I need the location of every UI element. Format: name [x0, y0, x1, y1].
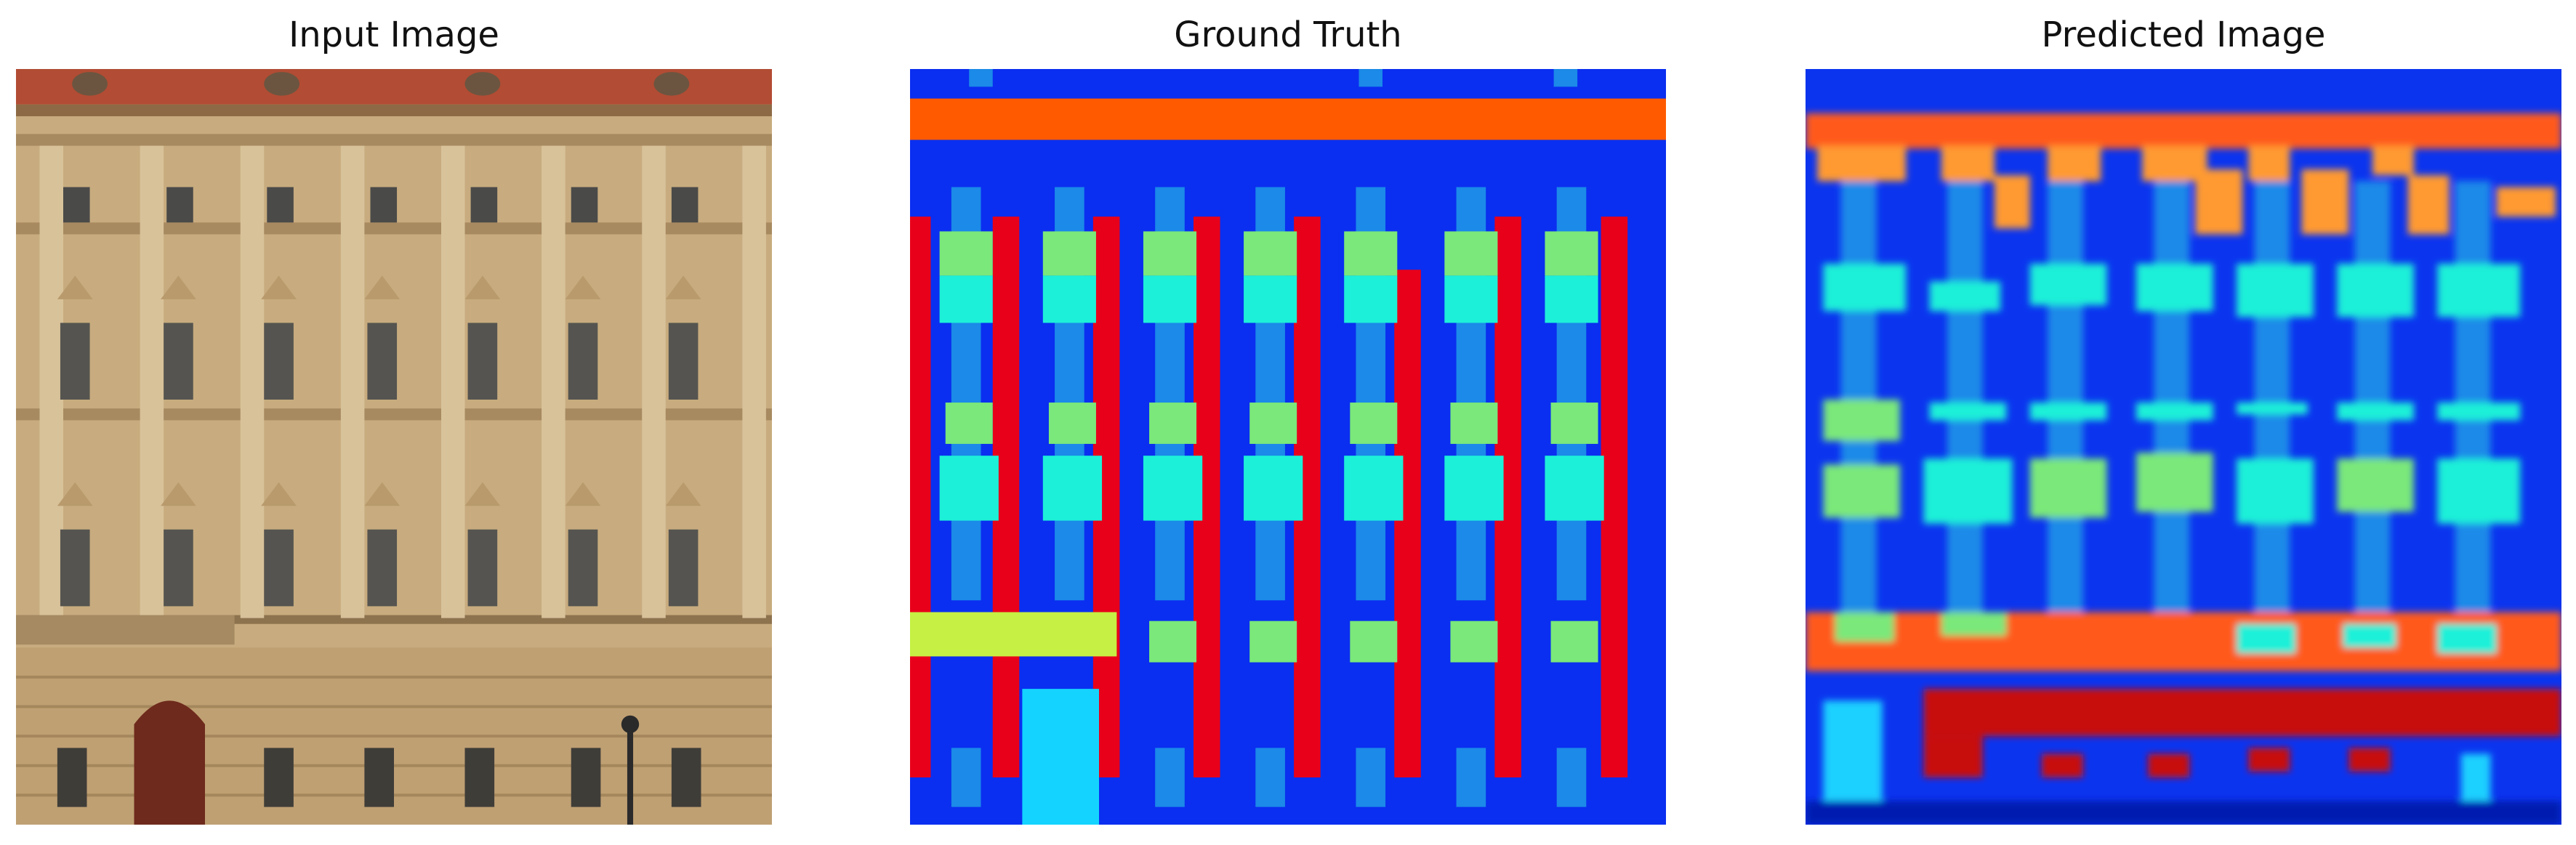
label-map: [910, 69, 1666, 825]
ground-truth-panel: Ground Truth: [910, 0, 1666, 845]
ground-truth-title: Ground Truth: [1174, 15, 1402, 55]
predicted-image-title: Predicted Image: [2041, 15, 2326, 55]
input-image-title: Input Image: [289, 15, 499, 55]
input-image-panel: Input Image: [16, 0, 772, 845]
predicted-image-panel: Predicted Image: [1806, 0, 2561, 845]
facade-photo: [16, 69, 772, 825]
predicted-label-map: [1806, 69, 2561, 825]
